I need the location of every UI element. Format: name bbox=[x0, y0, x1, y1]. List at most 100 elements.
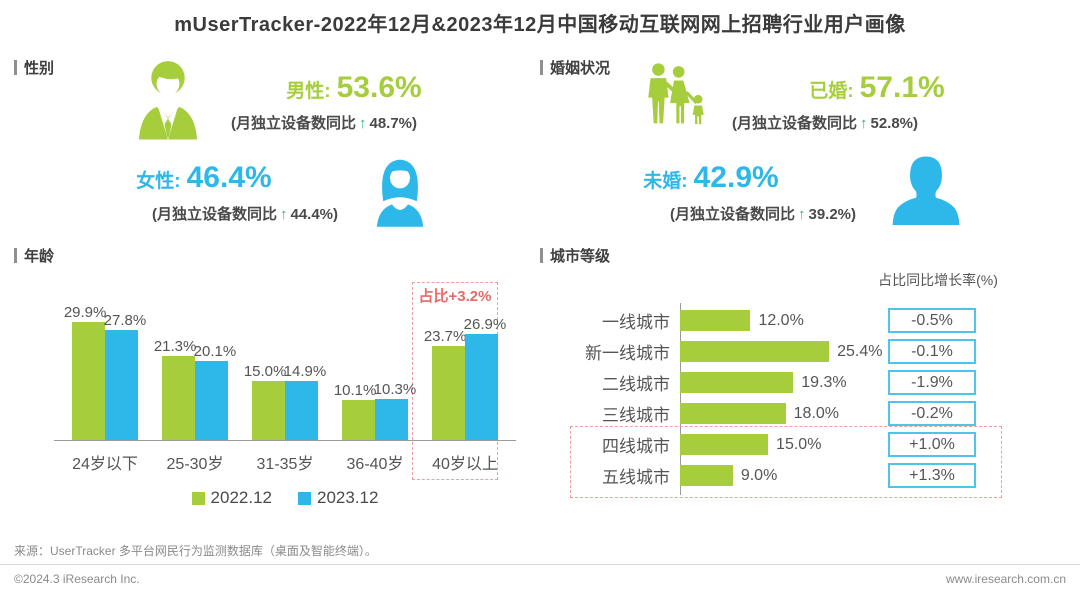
city-bar bbox=[680, 372, 794, 393]
marital-section-title: 婚姻状况 bbox=[550, 60, 611, 77]
male-stat: 男性: 53.6% bbox=[269, 71, 439, 105]
city-tier-label: 四线城市 bbox=[602, 437, 670, 456]
growth-rate-box: +1.0% bbox=[888, 432, 976, 457]
growth-rate-box: +1.3% bbox=[888, 463, 976, 488]
bar-2023.12 bbox=[105, 330, 138, 440]
page-title: mUserTracker-2022年12月&2023年12月中国移动互联网网上招… bbox=[174, 14, 906, 36]
bar-pair: 21.3% 20.1% bbox=[154, 280, 236, 440]
married-yoy: (月独立设备数同比 ↑ 52.8%) bbox=[705, 112, 945, 133]
age-axis-label: 40岁以上 bbox=[432, 456, 498, 473]
female-icon bbox=[360, 147, 440, 233]
bar-pair: 29.9% 27.8% bbox=[64, 280, 146, 440]
male-yoy-value: 48.7%) bbox=[369, 115, 418, 132]
female-value: 46.4% bbox=[186, 161, 272, 194]
bar-pair: 23.7% 26.9% bbox=[424, 280, 506, 440]
section-marker bbox=[540, 248, 543, 263]
married-yoy-prefix: (月独立设备数同比 bbox=[731, 115, 857, 132]
married-value: 57.1% bbox=[859, 71, 945, 104]
age-bar-chart: 29.9% 27.8% 24岁以下 21.3% 20.1% 25-30岁 15.0% 14.9… bbox=[60, 280, 510, 474]
city-bar bbox=[680, 341, 830, 362]
age-annotation: 占比+3.2% bbox=[418, 288, 492, 305]
city-row: 一线城市 12.0% -0.5% bbox=[540, 305, 1066, 336]
female-yoy-value: 44.4%) bbox=[290, 206, 339, 223]
bar-slot: 10.3% bbox=[374, 280, 416, 440]
bar-slot: 15.0% bbox=[244, 280, 286, 440]
bar-2023.12 bbox=[375, 399, 408, 440]
legend-item: 2023.12 bbox=[298, 488, 378, 508]
bar-value-label: 10.1% bbox=[333, 382, 377, 400]
bar-pair: 15.0% 14.9% bbox=[244, 280, 326, 440]
bar-value-label: 26.9% bbox=[463, 315, 507, 333]
age-axis-label: 31-35岁 bbox=[256, 456, 314, 473]
city-row: 五线城市 9.0% +1.3% bbox=[540, 460, 1066, 491]
city-highlight-box bbox=[570, 426, 1002, 498]
city-bar bbox=[680, 310, 751, 331]
city-bar bbox=[680, 403, 786, 424]
age-x-axis-line bbox=[54, 440, 516, 441]
unmarried-yoy-value: 39.2%) bbox=[808, 206, 857, 223]
growth-rate-box: -1.9% bbox=[888, 370, 976, 395]
legend-swatch-icon bbox=[191, 491, 205, 505]
city-bar-value: 9.0% bbox=[740, 466, 778, 484]
city-bar bbox=[680, 434, 769, 455]
bar-slot: 23.7% bbox=[424, 280, 466, 440]
up-arrow-icon: ↑ bbox=[358, 115, 367, 132]
female-label: 女性: bbox=[136, 171, 181, 192]
gender-section: 性别 男性: 53.6% (月独立设备数同比 ↑ 48.7%) 女性: 46.4% (月… bbox=[14, 55, 520, 243]
male-yoy-prefix: (月独立设备数同比 bbox=[230, 115, 356, 132]
footer-divider bbox=[0, 564, 1080, 565]
bar-2022.12 bbox=[72, 321, 105, 440]
legend-swatch-icon bbox=[298, 491, 311, 505]
bar-2023.12 bbox=[465, 333, 498, 440]
unmarried-value: 42.9% bbox=[693, 161, 779, 194]
age-axis-label: 36-40岁 bbox=[346, 456, 404, 473]
section-marker bbox=[14, 60, 17, 75]
unmarried-yoy: (月独立设备数同比 ↑ 39.2%) bbox=[608, 203, 918, 224]
age-section-title: 年龄 bbox=[24, 248, 55, 265]
person-bust-icon bbox=[888, 147, 964, 233]
age-bar-group: 29.9% 27.8% 24岁以下 bbox=[60, 280, 150, 474]
city-bar-value: 15.0% bbox=[776, 435, 822, 453]
bar-slot: 20.1% bbox=[194, 280, 236, 440]
female-yoy: (月独立设备数同比 ↑ 44.4%) bbox=[90, 203, 400, 224]
unmarried-label: 未婚: bbox=[643, 171, 688, 192]
city-bar-value: 19.3% bbox=[801, 373, 847, 391]
city-y-axis-line bbox=[680, 303, 681, 495]
source-note: 来源：UserTracker 多平台网民行为监测数据库（桌面及智能终端）。 bbox=[14, 544, 377, 558]
bar-2022.12 bbox=[162, 355, 195, 440]
bar-slot: 26.9% bbox=[464, 280, 506, 440]
bar-slot: 27.8% bbox=[104, 280, 146, 440]
city-row: 二线城市 19.3% -1.9% bbox=[540, 367, 1066, 398]
growth-rate-box: -0.5% bbox=[888, 308, 976, 333]
bar-slot: 29.9% bbox=[64, 280, 106, 440]
bar-2022.12 bbox=[342, 400, 375, 440]
city-section-title: 城市等级 bbox=[550, 248, 611, 265]
married-label: 已婚: bbox=[809, 81, 854, 102]
age-axis-label: 25-30岁 bbox=[166, 456, 224, 473]
legend-item: 2022.12 bbox=[191, 488, 272, 508]
bar-value-label: 27.8% bbox=[103, 312, 147, 330]
age-bar-group: 23.7% 26.9% 40岁以上 bbox=[420, 280, 510, 474]
bar-2022.12 bbox=[252, 380, 285, 440]
age-legend: 2022.12 2023.12 bbox=[60, 488, 510, 508]
up-arrow-icon: ↑ bbox=[797, 206, 806, 223]
bar-2023.12 bbox=[285, 381, 318, 440]
bar-2023.12 bbox=[195, 360, 228, 440]
marital-section-header: 婚姻状况 bbox=[540, 57, 610, 78]
city-tier-label: 二线城市 bbox=[602, 375, 670, 394]
city-tier-label: 三线城市 bbox=[602, 406, 670, 425]
male-yoy: (月独立设备数同比 ↑ 48.7%) bbox=[204, 112, 444, 133]
family-icon bbox=[642, 59, 720, 141]
bar-value-label: 20.1% bbox=[193, 342, 237, 360]
male-label: 男性: bbox=[286, 81, 331, 102]
bar-value-label: 21.3% bbox=[153, 337, 197, 355]
age-bar-group: 15.0% 14.9% 31-35岁 bbox=[240, 280, 330, 474]
city-row: 新一线城市 25.4% -0.1% bbox=[540, 336, 1066, 367]
section-marker bbox=[540, 60, 543, 75]
growth-rate-header: 占比同比增长率(%) bbox=[878, 272, 998, 288]
city-bar-value: 12.0% bbox=[758, 311, 804, 329]
bar-value-label: 14.9% bbox=[283, 363, 327, 381]
gender-section-title: 性别 bbox=[24, 60, 55, 77]
city-row: 三线城市 18.0% -0.2% bbox=[540, 398, 1066, 429]
